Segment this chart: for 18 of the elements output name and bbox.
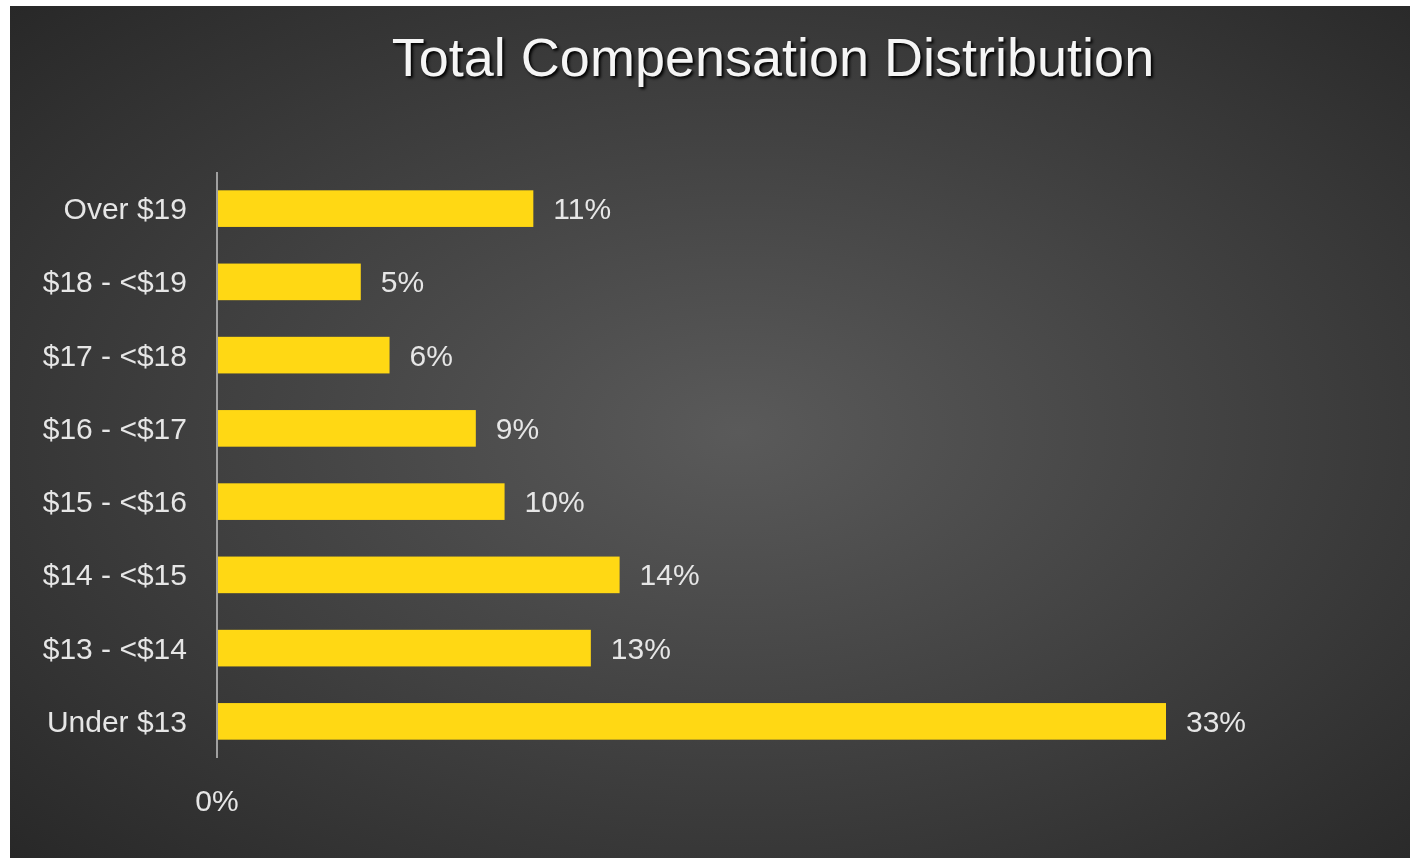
- data-label: 14%: [639, 558, 700, 592]
- data-label: 9%: [495, 411, 540, 445]
- y-tick-label: $15 - <$16: [42, 485, 187, 519]
- data-label: 6%: [409, 338, 453, 372]
- text: 0%: [195, 783, 239, 817]
- y-tick-label: $16 - <$17: [42, 411, 187, 445]
- y-tick-label: Over $19: [63, 192, 187, 226]
- y-tick-label: $13 - <$14: [42, 631, 187, 665]
- y-tick-label: $14 - <$15: [42, 558, 187, 592]
- data-label: 33%: [1186, 704, 1247, 738]
- data-label: 13%: [610, 631, 671, 665]
- y-tick-label: Under $13: [46, 704, 187, 738]
- data-label: 5%: [380, 265, 425, 299]
- y-tick-label: $18 - <$19: [42, 265, 187, 299]
- chart-title: Total Compensation Distribution: [391, 27, 1155, 87]
- data-label: 11%: [553, 192, 612, 226]
- y-tick-label: $17 - <$18: [42, 338, 187, 372]
- data-label: 10%: [524, 485, 585, 519]
